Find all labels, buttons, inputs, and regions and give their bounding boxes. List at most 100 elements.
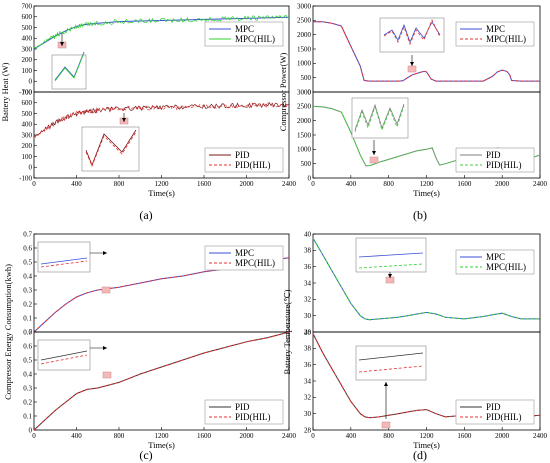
zoom-region-marker: [381, 421, 391, 429]
zoom-inset: [81, 113, 140, 172]
series-line-mpc: [312, 237, 540, 321]
inset-line: [40, 350, 88, 361]
inset-frame: [355, 345, 427, 381]
x-tick-label: 400: [71, 180, 82, 188]
y-tick-label: 34: [304, 377, 312, 385]
y-tick-label: 28: [304, 426, 312, 434]
x-tick-label: 1600: [457, 432, 472, 440]
series-line-mpchil: [313, 21, 540, 82]
legend-label: PID(HIL): [235, 160, 271, 170]
zoom-arrow-head: [372, 151, 376, 155]
y-tick-label: 400: [22, 121, 33, 129]
legend-label: PID: [486, 150, 501, 160]
panel-label-d: (d): [413, 448, 427, 462]
y-tick-label: 3000: [297, 2, 312, 10]
y-tick-label: 0.1: [23, 412, 32, 420]
y-tick-label: 0.6: [23, 342, 32, 350]
x-tick-label: 2400: [533, 180, 548, 188]
inset-frame: [81, 126, 140, 172]
y-tick-label: 100: [22, 67, 33, 75]
zoom-arrow-head: [384, 382, 388, 386]
y-axis-label: Compressor Power(W): [278, 53, 288, 132]
zoom-inset: [37, 339, 112, 379]
series-line-pidhil: [312, 105, 541, 167]
panel-c-bottom: 00.10.20.30.40.50.60.70 400 800 1200 1600 200…: [23, 328, 296, 450]
y-tick-label: 500: [301, 160, 312, 168]
zoom-inset: [355, 345, 427, 429]
inset-line: [358, 252, 424, 258]
x-tick-label: 1200: [420, 432, 435, 440]
y-tick-label: 200: [22, 56, 33, 64]
x-tick-label: 0: [311, 180, 315, 188]
x-axis-label: Time(s): [413, 188, 440, 198]
series-line-pidhil: [33, 331, 290, 431]
x-tick-label: 400: [346, 432, 357, 440]
y-tick-label: 0.4: [23, 272, 32, 280]
x-tick-label: 2000: [240, 180, 255, 188]
y-tick-label: 0.4: [23, 370, 32, 378]
inset-line: [358, 352, 424, 361]
panels-layer: -1000100200300400500600700MPCMPC(HIL)-10…: [0, 2, 548, 450]
inset-frame: [37, 241, 91, 273]
legend-label: PID(HIL): [235, 412, 271, 422]
y-tick-label: 0: [308, 88, 312, 96]
y-tick-label: 1500: [297, 131, 312, 139]
legend-label: PID(HIL): [486, 160, 522, 170]
series-line-mpchil: [33, 14, 290, 50]
y-tick-label: 40: [304, 230, 312, 238]
x-tick-label: 2400: [282, 180, 297, 188]
x-tick-label: 1200: [420, 180, 435, 188]
y-tick-label: 1000: [297, 60, 312, 68]
panel-label-b: (b): [413, 208, 427, 222]
legend-box: [204, 245, 284, 271]
x-tick-label: 800: [383, 180, 394, 188]
y-tick-label: 700: [22, 88, 33, 96]
inset-frame: [351, 97, 409, 139]
zoom-region-marker: [407, 65, 417, 73]
y-tick-label: 0.1: [23, 314, 32, 322]
y-tick-label: 0.5: [23, 258, 32, 266]
y-tick-label: 0.2: [23, 398, 32, 406]
y-tick-label: 0.6: [23, 244, 32, 252]
y-tick-label: -100: [19, 174, 32, 182]
x-tick-label: 1200: [155, 432, 170, 440]
y-axis-label: Compressor Energy Consumption(kwh): [3, 264, 13, 400]
y-tick-label: 0: [29, 164, 33, 172]
inset-frame: [37, 339, 91, 371]
inset-line: [383, 18, 441, 46]
inset-frame: [379, 17, 445, 53]
y-tick-label: 34: [304, 279, 312, 287]
series-line-mpc: [33, 16, 290, 50]
inset-line: [40, 260, 88, 268]
legend-label: MPC(HIL): [235, 34, 275, 44]
y-tick-label: -100: [19, 88, 32, 96]
legend-label: MPC(HIL): [486, 34, 526, 44]
legend-label: PID(HIL): [486, 412, 522, 422]
x-tick-label: 0: [32, 432, 36, 440]
inset-line: [354, 103, 405, 131]
zoom-region-marker: [369, 156, 379, 164]
inset-line: [358, 263, 424, 269]
zoom-inset: [37, 241, 111, 294]
inset-line: [358, 365, 424, 373]
y-tick-label: 0: [29, 328, 33, 336]
x-tick-label: 1600: [197, 180, 212, 188]
y-tick-label: 500: [22, 110, 33, 118]
y-tick-label: 40: [304, 328, 312, 336]
x-tick-label: 800: [114, 432, 125, 440]
legend-label: MPC: [235, 248, 254, 258]
x-tick-label: 1600: [197, 432, 212, 440]
zoom-inset: [379, 17, 445, 73]
x-axis-label: Time(s): [148, 440, 175, 450]
series-line-pid: [33, 101, 290, 138]
y-axis-label: Battery Heat (W): [0, 62, 10, 121]
y-tick-label: 0.7: [23, 328, 32, 336]
y-tick-label: 500: [301, 74, 312, 82]
y-tick-label: 600: [22, 13, 33, 21]
